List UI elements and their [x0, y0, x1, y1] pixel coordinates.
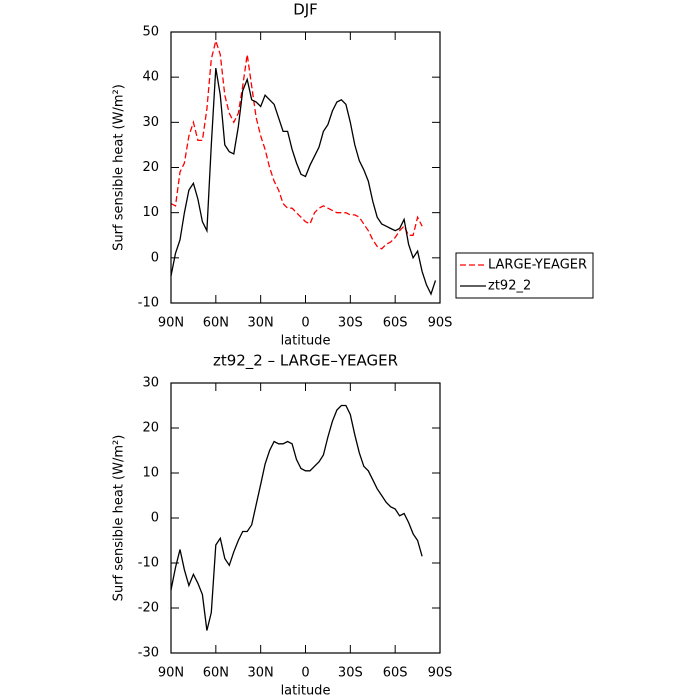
legend: LARGE-YEAGER zt92_2	[455, 252, 594, 299]
y-tick-label: 10	[142, 205, 159, 220]
chart-title: zt92_2 – LARGE–YEAGER	[213, 352, 398, 371]
legend-box	[455, 252, 594, 299]
legend-label: LARGE-YEAGER	[488, 258, 587, 273]
plot-frame	[170, 31, 441, 304]
x-tick-label: 90N	[158, 316, 184, 331]
y-axis-label: Surf sensible heat (W/m²)	[112, 84, 127, 251]
y-tick-label: 20	[142, 421, 159, 436]
plot-frame	[170, 382, 441, 654]
x-tick-label: 0	[301, 666, 309, 681]
x-tick-label: 30N	[248, 316, 274, 331]
x-tick-label: 0	[301, 316, 309, 331]
x-tick-label: 60N	[203, 666, 229, 681]
y-tick-label: 30	[142, 115, 159, 130]
x-tick-label: 60N	[203, 316, 229, 331]
series-line	[170, 404, 423, 631]
y-tick-label: -20	[138, 601, 159, 616]
y-tick-label: 0	[151, 511, 159, 526]
y-tick-label: 50	[142, 25, 159, 40]
x-tick-label: 90S	[428, 316, 453, 331]
series-line	[170, 38, 423, 250]
y-tick-label: 10	[142, 466, 159, 481]
y-tick-label: 0	[151, 250, 159, 265]
x-tick-label: 30S	[338, 666, 363, 681]
chart-title: DJF	[293, 1, 318, 19]
x-tick-label: 60S	[383, 316, 408, 331]
y-axis-label: Surf sensible heat (W/m²)	[112, 435, 127, 602]
x-tick-label: 60S	[383, 666, 408, 681]
x-axis-label: latitude	[281, 684, 331, 699]
x-tick-label: 90N	[158, 666, 184, 681]
x-tick-label: 90S	[428, 666, 453, 681]
y-tick-label: 40	[142, 70, 159, 85]
y-tick-label: 30	[142, 376, 159, 391]
x-tick-label: 30S	[338, 316, 363, 331]
series-line	[170, 67, 437, 296]
y-tick-label: -10	[138, 556, 159, 571]
legend-label: zt92_2	[488, 279, 531, 294]
x-tick-label: 30N	[248, 666, 274, 681]
x-axis-label: latitude	[281, 334, 331, 349]
y-tick-label: -30	[138, 646, 159, 661]
y-tick-label: 20	[142, 160, 159, 175]
y-tick-label: -10	[138, 296, 159, 311]
